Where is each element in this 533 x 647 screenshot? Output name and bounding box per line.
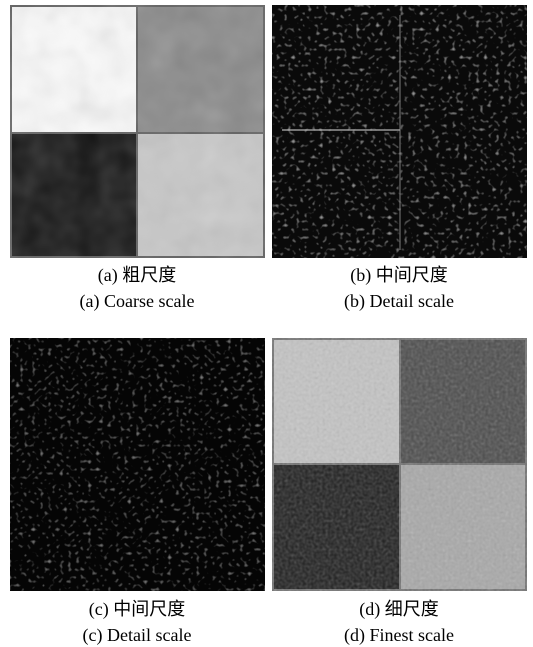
figure: (a) 粗尺度 (a) Coarse scale (b) 中间尺度 (b) De… — [0, 0, 533, 647]
caption-en: (c) Detail scale — [6, 624, 268, 646]
caption-en: (a) Coarse scale — [6, 290, 268, 312]
panel-image — [272, 5, 527, 258]
panel-image — [272, 338, 527, 591]
caption-en: (d) Finest scale — [268, 624, 530, 646]
panel-image — [10, 5, 265, 258]
caption-zh: (d) 细尺度 — [268, 598, 530, 620]
panel-image — [10, 338, 265, 591]
caption-zh: (a) 粗尺度 — [6, 264, 268, 286]
caption-zh: (c) 中间尺度 — [6, 598, 268, 620]
caption-zh: (b) 中间尺度 — [268, 264, 530, 286]
caption-en: (b) Detail scale — [268, 290, 530, 312]
panels — [0, 0, 533, 647]
